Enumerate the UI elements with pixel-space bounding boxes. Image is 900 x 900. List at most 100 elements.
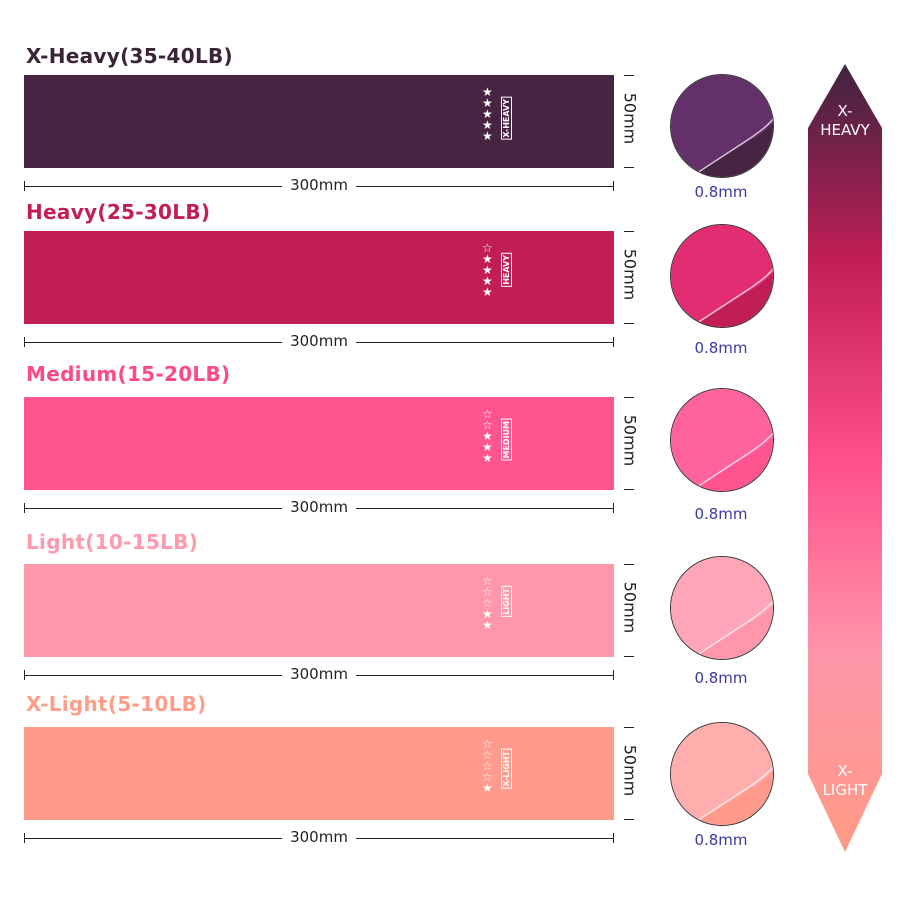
star-filled-icon: ★ [482,607,493,621]
strength-stars: ☆ ☆ ☆ ☆ ★ [482,737,493,795]
thickness-label: 0.8mm [694,831,748,849]
dimension-cap [24,181,25,191]
gradient-arrow-shape [808,64,882,852]
star-empty-icon: ☆ [482,759,493,773]
star-empty-icon: ☆ [482,407,493,421]
band-title: Light(10-15LB) [26,530,199,554]
length-dimension: 300mm [24,176,614,194]
thickness-label: 0.8mm [694,339,748,357]
thickness-closeup [670,388,774,492]
dimension-cap [24,833,25,843]
star-filled-icon: ★ [482,440,493,454]
dimension-cap [624,564,634,565]
star-empty-icon: ☆ [482,574,493,588]
dimension-cap [624,231,634,232]
length-label: 300mm [282,828,356,846]
scale-bottom-line2: LIGHT [822,781,868,799]
star-empty-icon: ☆ [482,241,493,255]
length-label: 300mm [282,665,356,683]
width-label: 50mm [620,248,640,301]
star-empty-icon: ☆ [482,748,493,762]
width-label: 50mm [620,92,640,145]
dimension-cap [613,670,614,680]
strength-stars: ★ ★ ★ ★ ★ [482,85,493,143]
band-title: Heavy(25-30LB) [26,200,211,224]
thickness-closeup [670,224,774,328]
strength-stars: ☆ ☆ ★ ★ ★ [482,407,493,465]
star-empty-icon: ☆ [482,770,493,784]
dimension-cap [624,167,634,168]
length-label: 300mm [282,332,356,350]
scale-top-line1: X- [837,102,853,120]
dimension-cap [613,181,614,191]
band-title: X-Light(5-10LB) [26,692,207,716]
resistance-band: ☆ ★ ★ ★ ★ HEAVY [24,231,614,324]
thickness-closeup [670,722,774,826]
dimension-cap [624,656,634,657]
dimension-cap [624,727,634,728]
thickness-label: 0.8mm [694,669,748,687]
strength-stars: ☆ ☆ ☆ ★ ★ [482,574,493,632]
dimension-cap [613,337,614,347]
star-filled-icon: ★ [482,781,493,795]
star-empty-icon: ☆ [482,418,493,432]
length-dimension: 300mm [24,665,614,683]
scale-bottom-line1: X- [837,762,853,780]
thickness-label: 0.8mm [694,183,748,201]
width-dimension: 50mm [620,564,640,657]
band-tag: MEDIUM [501,419,512,461]
intensity-scale-arrow: X- HEAVY X- LIGHT [808,64,882,852]
scale-top-label: X- HEAVY [808,102,882,140]
star-filled-icon: ★ [482,107,493,121]
dimension-cap [613,833,614,843]
star-empty-icon: ☆ [482,737,493,751]
band-tag: X-HEAVY [501,97,512,140]
resistance-band: ★ ★ ★ ★ ★ X-HEAVY [24,75,614,168]
band-tag: LIGHT [501,586,512,617]
width-dimension: 50mm [620,727,640,820]
star-filled-icon: ★ [482,118,493,132]
star-filled-icon: ★ [482,274,493,288]
star-filled-icon: ★ [482,263,493,277]
star-filled-icon: ★ [482,618,493,632]
width-label: 50mm [620,744,640,797]
dimension-cap [624,397,634,398]
length-dimension: 300mm [24,498,614,516]
dimension-cap [24,503,25,513]
resistance-band: ☆ ☆ ☆ ★ ★ LIGHT [24,564,614,657]
width-label: 50mm [620,414,640,467]
length-label: 300mm [282,498,356,516]
length-dimension: 300mm [24,332,614,350]
dimension-cap [624,489,634,490]
dimension-cap [24,337,25,347]
star-empty-icon: ☆ [482,596,493,610]
thickness-label: 0.8mm [694,505,748,523]
width-label: 50mm [620,581,640,634]
dimension-cap [624,323,634,324]
band-tag: X-LIGHT [501,749,512,789]
strength-stars: ☆ ★ ★ ★ ★ [482,241,493,299]
width-dimension: 50mm [620,231,640,324]
dimension-cap [624,819,634,820]
thickness-closeup [670,556,774,660]
dimension-cap [613,503,614,513]
star-filled-icon: ★ [482,451,493,465]
scale-top-line2: HEAVY [820,121,870,139]
width-dimension: 50mm [620,75,640,168]
length-dimension: 300mm [24,828,614,846]
star-filled-icon: ★ [482,429,493,443]
width-dimension: 50mm [620,397,640,490]
resistance-band: ☆ ☆ ★ ★ ★ MEDIUM [24,397,614,490]
scale-bottom-label: X- LIGHT [808,762,882,800]
star-filled-icon: ★ [482,85,493,99]
dimension-cap [24,670,25,680]
thickness-closeup [670,74,774,178]
star-filled-icon: ★ [482,252,493,266]
band-tag: HEAVY [501,253,512,287]
star-filled-icon: ★ [482,96,493,110]
resistance-band: ☆ ☆ ☆ ☆ ★ X-LIGHT [24,727,614,820]
star-filled-icon: ★ [482,285,493,299]
dimension-cap [624,75,634,76]
star-filled-icon: ★ [482,129,493,143]
band-title: X-Heavy(35-40LB) [26,44,233,68]
